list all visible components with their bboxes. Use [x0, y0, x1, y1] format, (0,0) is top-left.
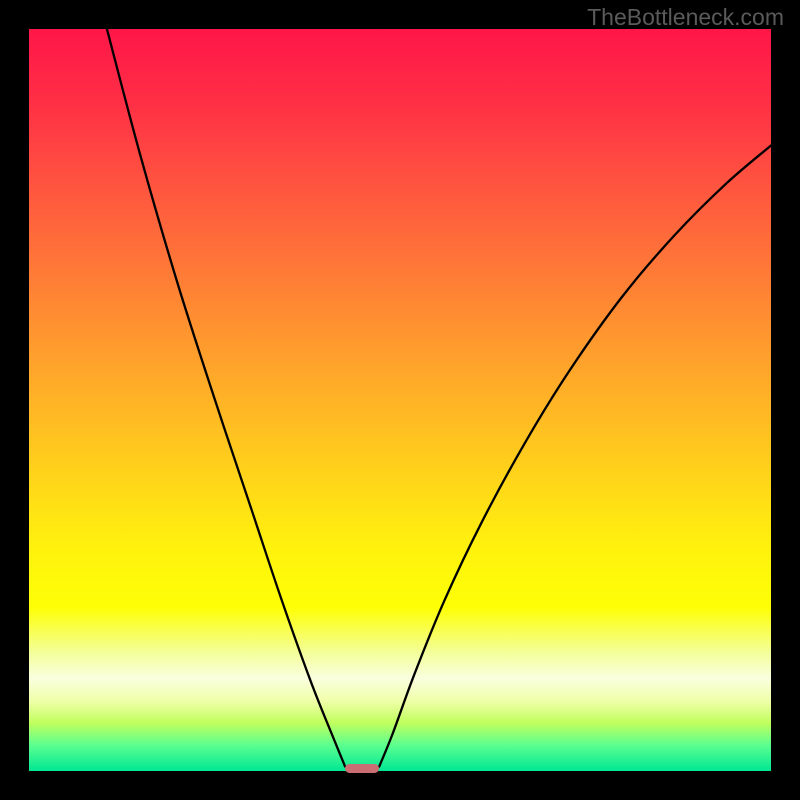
- watermark-text: TheBottleneck.com: [587, 4, 784, 31]
- curve-right-branch: [379, 145, 771, 766]
- optimal-marker: [345, 764, 379, 774]
- plot-area: [29, 29, 771, 771]
- curve-left-branch: [107, 29, 345, 767]
- bottleneck-curve: [29, 29, 771, 771]
